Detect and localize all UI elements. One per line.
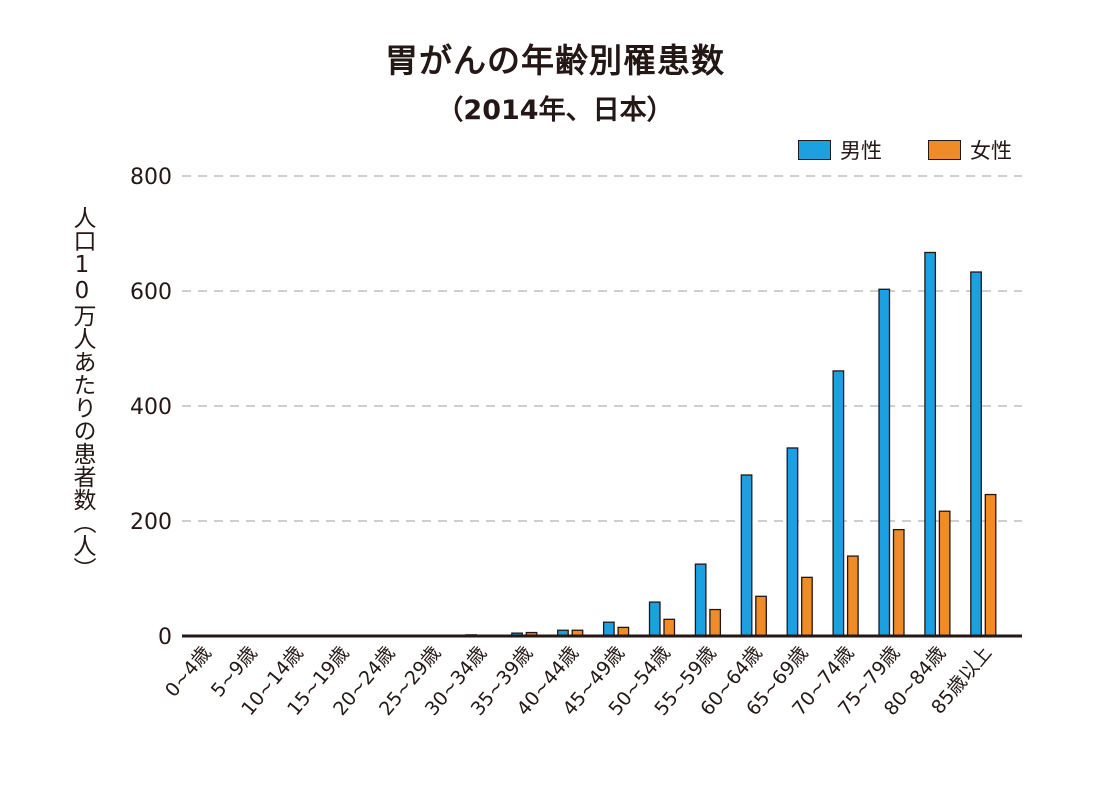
bar-male xyxy=(648,601,661,637)
y-tick-label: 200 xyxy=(130,510,172,535)
chart-title: 胃がんの年齢別罹患数 xyxy=(385,41,725,80)
bar-female xyxy=(846,555,859,637)
legend: 男性 女性 xyxy=(798,135,1012,165)
legend-swatch-male xyxy=(798,140,831,160)
chart-subtitle: （2014年、日本） xyxy=(436,95,674,126)
y-tick-label: 400 xyxy=(130,395,172,420)
legend-label-male: 男性 xyxy=(840,139,882,163)
legend-item-female: 女性 xyxy=(928,135,1012,165)
bar-female xyxy=(663,618,676,637)
y-tick-label: 0 xyxy=(158,625,172,650)
bar-female xyxy=(938,510,951,637)
legend-label-female: 女性 xyxy=(970,139,1012,163)
y-axis-label: 人口10万人あたりの患者数（人） xyxy=(69,206,95,580)
bar-female xyxy=(892,528,905,637)
bar-male xyxy=(786,447,799,637)
legend-swatch-female xyxy=(928,140,961,160)
bar-male xyxy=(878,288,891,637)
bar-male xyxy=(924,251,937,637)
bar-male xyxy=(602,621,615,637)
bar-male xyxy=(740,474,753,637)
bar-female xyxy=(709,608,722,637)
y-tick-label: 800 xyxy=(130,165,172,190)
bar-female xyxy=(801,576,813,637)
bar-female xyxy=(984,493,997,637)
x-tick-label: 0~4歳 xyxy=(161,642,216,701)
bar-male xyxy=(694,563,707,637)
bar-female xyxy=(755,595,767,637)
bar-male xyxy=(832,370,845,637)
bar-male xyxy=(970,271,982,637)
legend-item-male: 男性 xyxy=(798,135,882,165)
y-tick-label: 600 xyxy=(130,280,172,305)
